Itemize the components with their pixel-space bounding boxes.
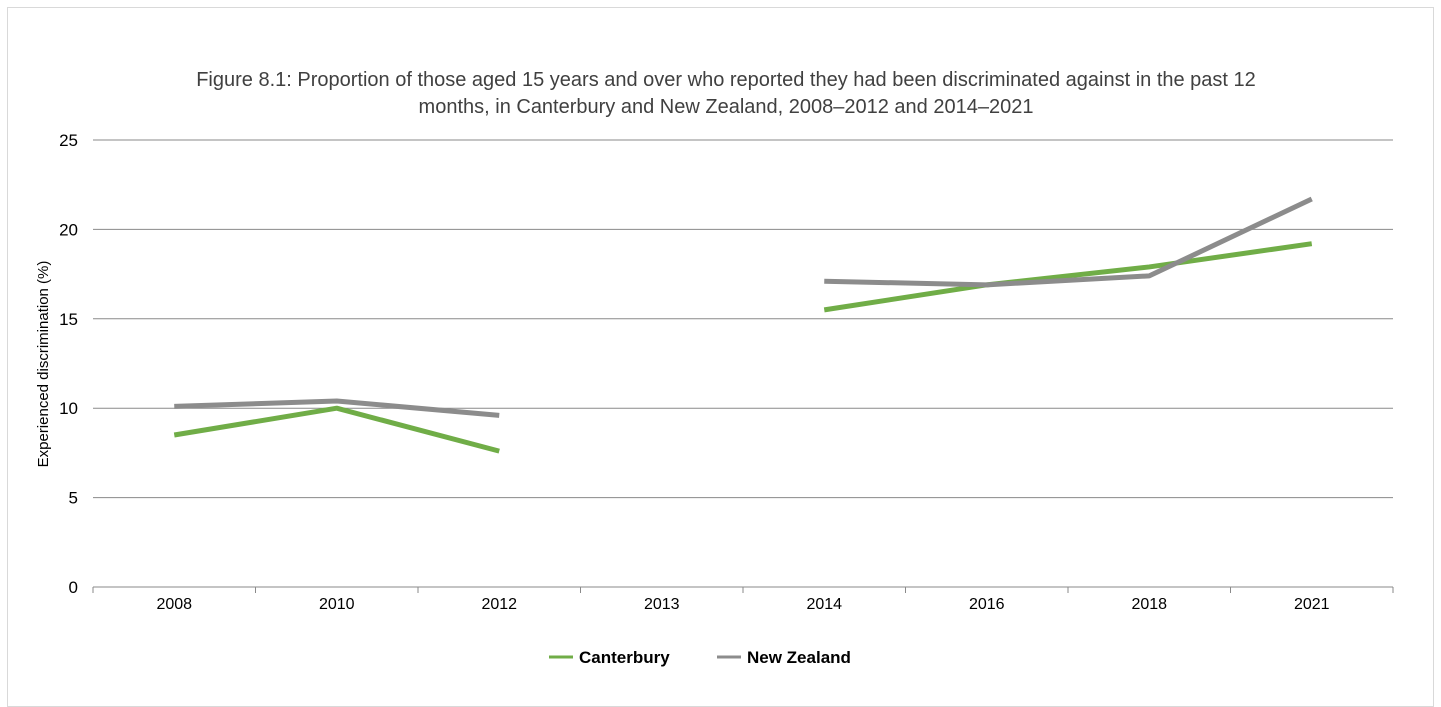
chart-title-line-2: months, in Canterbury and New Zealand, 2… <box>419 96 1034 118</box>
y-tick-labels: 0 5 10 15 20 25 <box>59 131 78 597</box>
x-tick-labels: 2008 2010 2012 2013 2014 2016 2018 2021 <box>156 596 1329 613</box>
series-lines <box>173 196 1313 454</box>
y-tick-5: 5 <box>69 489 78 508</box>
y-tick-25: 25 <box>59 131 78 150</box>
y-axis-label: Experienced discrimination (%) <box>35 261 52 468</box>
x-tick-2018: 2018 <box>1131 596 1167 613</box>
legend: Canterbury New Zealand <box>549 648 851 667</box>
series-line-new-zealand-segment-2 <box>824 196 1313 288</box>
x-tick-2021: 2021 <box>1294 596 1330 613</box>
x-tick-2013: 2013 <box>644 596 680 613</box>
chart-frame <box>7 7 1434 707</box>
x-tick-2012: 2012 <box>481 596 517 613</box>
x-tick-2014: 2014 <box>806 596 842 613</box>
y-tick-0: 0 <box>69 578 78 597</box>
legend-label-new-zealand: New Zealand <box>747 648 851 667</box>
y-tick-10: 10 <box>59 399 78 418</box>
series-line-canterbury-segment-1 <box>173 405 500 454</box>
x-tick-2008: 2008 <box>156 596 192 613</box>
series-line-new-zealand-segment-1 <box>174 398 500 418</box>
y-tick-20: 20 <box>59 220 78 239</box>
series-line-canterbury-segment-2 <box>823 241 1313 313</box>
gridlines <box>92 139 1394 593</box>
y-tick-15: 15 <box>59 310 78 329</box>
legend-label-canterbury: Canterbury <box>579 648 670 667</box>
chart-title-line-1: Figure 8.1: Proportion of those aged 15 … <box>196 69 1256 91</box>
x-tick-2010: 2010 <box>319 596 355 613</box>
x-tick-2016: 2016 <box>969 596 1005 613</box>
